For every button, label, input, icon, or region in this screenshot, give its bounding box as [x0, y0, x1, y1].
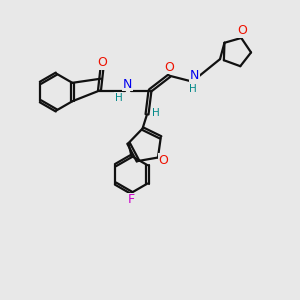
- Text: O: O: [238, 24, 248, 37]
- Text: F: F: [128, 194, 135, 206]
- Text: O: O: [164, 61, 174, 74]
- Text: H: H: [152, 108, 160, 118]
- Text: O: O: [158, 154, 168, 167]
- Text: N: N: [123, 77, 132, 91]
- Text: N: N: [190, 69, 199, 82]
- Text: O: O: [97, 56, 107, 69]
- Text: H: H: [189, 84, 197, 94]
- Text: H: H: [115, 93, 123, 103]
